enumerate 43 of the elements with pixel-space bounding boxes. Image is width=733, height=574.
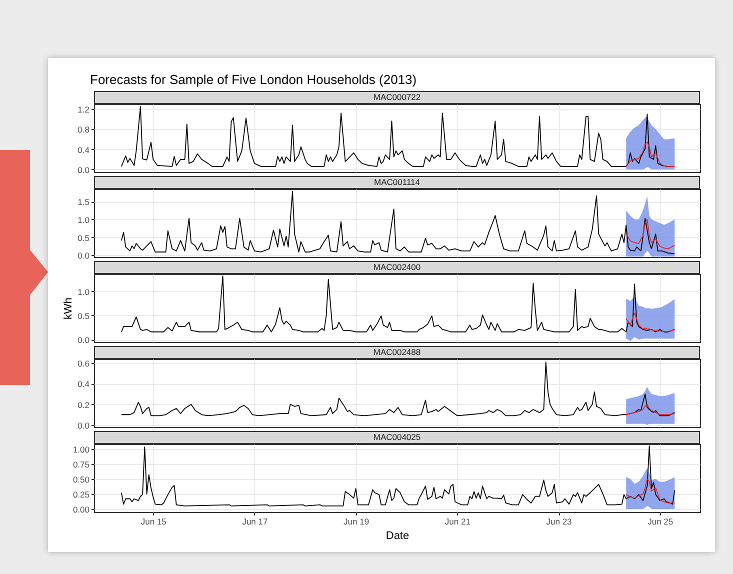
y-tick-label: 1.0: [78, 214, 90, 225]
x-tick-label: Jun 17: [242, 516, 268, 526]
y-tick-label: 0.00: [72, 504, 90, 514]
y-tick-label: 0.0: [78, 335, 90, 346]
line-series: [626, 478, 676, 504]
chart-subtitle: MAC004025: [94, 431, 700, 444]
y-tick-label: 0.75: [72, 459, 90, 470]
y-tick-label: 1.2: [78, 104, 90, 115]
chart-subtitle: MAC000722: [94, 91, 700, 104]
x-tick-label: Jun 15: [140, 516, 167, 526]
line-series: [626, 312, 676, 332]
x-tick-label: Jun 19: [344, 516, 370, 526]
chart-subtitle: MAC002488: [94, 346, 700, 359]
y-tick-label: 0.0: [78, 420, 90, 430]
y-tick-label: 0.4: [78, 144, 90, 155]
line-series: [121, 191, 676, 254]
line-series: [121, 445, 676, 506]
y-tick-label: 0.0: [78, 164, 90, 175]
x-axis-title: Date: [386, 530, 410, 542]
y-tick-label: 0.8: [78, 124, 90, 135]
line-series: [121, 275, 676, 332]
line-series: [626, 141, 676, 167]
y-tick-label: 1.00: [72, 444, 90, 454]
chart-title: Forecasts for Sample of Five London Households (2013): [90, 72, 417, 87]
y-tick-label: 0.0: [78, 250, 90, 261]
line-series: [626, 404, 676, 416]
chart-subtitle: MAC002400: [94, 261, 700, 274]
y-tick-label: 0.5: [78, 310, 90, 321]
y-tick-label: 0.6: [78, 358, 90, 369]
y-tick-label: 0.25: [72, 489, 90, 500]
y-tick-label: 0.50: [72, 474, 90, 484]
line-series: [626, 218, 676, 250]
y-tick-label: 0.2: [78, 400, 90, 410]
y-tick-label: 1.5: [78, 197, 90, 208]
x-tick-label: Jun 25: [648, 516, 674, 526]
y-tick-label: 1.0: [78, 286, 90, 297]
chart-subtitle: MAC001114: [94, 176, 700, 189]
y-axis-title: kWh: [62, 298, 75, 320]
line-series: [121, 362, 676, 416]
y-tick-label: 0.5: [78, 232, 90, 243]
y-tick-label: 0.4: [78, 379, 90, 390]
x-tick-label: Jun 23: [546, 516, 572, 526]
x-tick-label: Jun 21: [444, 516, 471, 526]
